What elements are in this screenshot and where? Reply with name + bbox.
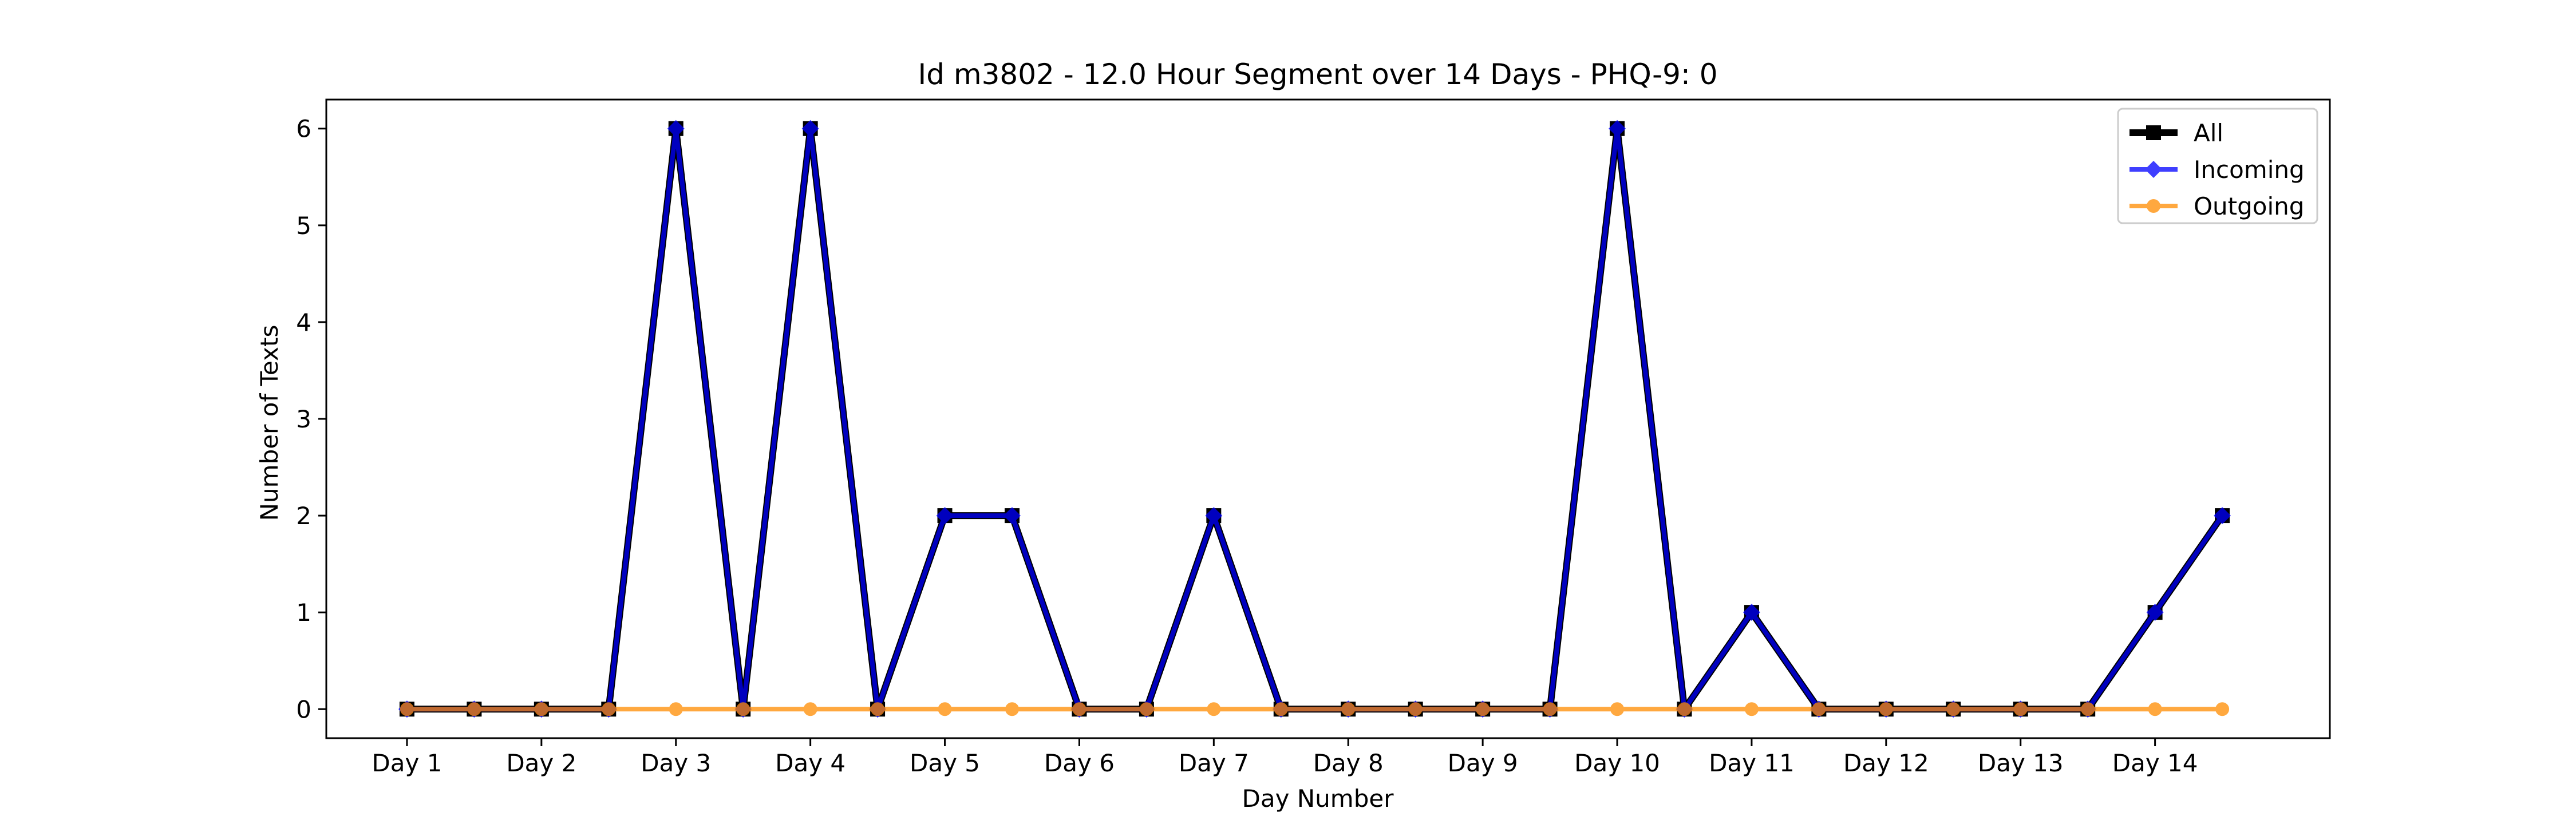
y-tick-label: 1 — [296, 599, 311, 627]
data-point — [2081, 702, 2095, 716]
data-point — [2146, 604, 2164, 621]
x-tick-label: Day 14 — [2112, 749, 2198, 777]
data-point — [1743, 604, 1760, 621]
legend-marker — [2147, 199, 2160, 213]
x-tick-label: Day 13 — [1978, 749, 2064, 777]
data-point — [1946, 702, 1961, 716]
data-point — [2013, 702, 2028, 716]
data-point — [1408, 702, 1423, 716]
legend-label: Incoming — [2194, 156, 2305, 184]
x-tick-label: Day 4 — [775, 749, 846, 777]
y-tick-label: 0 — [296, 695, 311, 723]
data-point — [1274, 702, 1288, 716]
data-point — [801, 120, 819, 137]
data-point — [803, 702, 817, 716]
y-axis-label: Number of Texts — [255, 325, 283, 521]
legend-box — [2117, 108, 2318, 224]
x-axis-label: Day Number — [1242, 785, 1394, 813]
legend-marker — [2145, 161, 2162, 178]
x-tick-label: Day 1 — [372, 749, 442, 777]
data-point — [1879, 702, 1893, 716]
data-point — [1744, 702, 1759, 716]
x-tick-label: Day 10 — [1574, 749, 1660, 777]
data-point — [667, 120, 685, 137]
x-tick-label: Day 6 — [1044, 749, 1115, 777]
data-point — [534, 702, 548, 716]
legend-item — [2129, 125, 2178, 140]
plot-frame — [325, 98, 2331, 739]
x-tick-label: Day 3 — [641, 749, 711, 777]
data-point — [1609, 120, 1626, 137]
x-tick-label: Day 9 — [1448, 749, 1518, 777]
data-point — [2215, 702, 2230, 716]
data-point — [1476, 702, 1490, 716]
x-tick-label: Day 12 — [1843, 749, 1929, 777]
series-outgoing — [400, 702, 2230, 716]
data-point — [467, 702, 481, 716]
y-tick-label: 5 — [296, 212, 311, 240]
data-point — [1543, 702, 1557, 716]
legend-marker — [2146, 125, 2161, 140]
data-point — [2214, 507, 2231, 525]
y-tick-label: 4 — [296, 308, 311, 336]
data-point — [602, 702, 616, 716]
y-tick-label: 6 — [296, 115, 311, 143]
data-point — [1003, 507, 1021, 525]
x-tick-label: Day 7 — [1179, 749, 1249, 777]
data-point — [1610, 702, 1625, 716]
data-point — [1005, 702, 1019, 716]
data-point — [1072, 702, 1086, 716]
legend-item — [2129, 161, 2178, 178]
data-point — [938, 702, 952, 716]
x-tick-label: Day 5 — [910, 749, 980, 777]
y-tick-label: 3 — [296, 405, 311, 433]
axes: Day 1 Day 2 Day 3 Day 4 Day 5 Day 6 Day 7 Day 8… — [296, 115, 2198, 777]
data-point — [2148, 702, 2162, 716]
data-point — [1812, 702, 1826, 716]
data-point — [871, 702, 885, 716]
x-tick-label: Day 2 — [506, 749, 576, 777]
chart-title: Id m3802 - 12.0 Hour Segment over 14 Day… — [918, 58, 1717, 91]
legend: All Incoming Outgoing — [2117, 108, 2318, 224]
data-point — [736, 702, 750, 716]
data-point — [1205, 507, 1223, 525]
data-point — [669, 702, 683, 716]
data-point — [936, 507, 954, 525]
series-layer — [398, 120, 2231, 718]
x-tick-label: Day 11 — [1709, 749, 1795, 777]
data-point — [1207, 702, 1221, 716]
data-point — [1677, 702, 1692, 716]
legend-label: Outgoing — [2194, 192, 2304, 220]
x-tick-label: Day 8 — [1313, 749, 1384, 777]
data-point — [1139, 702, 1153, 716]
y-tick-label: 2 — [296, 502, 311, 530]
legend-label: All — [2194, 119, 2223, 147]
legend-item — [2129, 199, 2178, 213]
data-point — [400, 702, 414, 716]
data-point — [1341, 702, 1356, 716]
